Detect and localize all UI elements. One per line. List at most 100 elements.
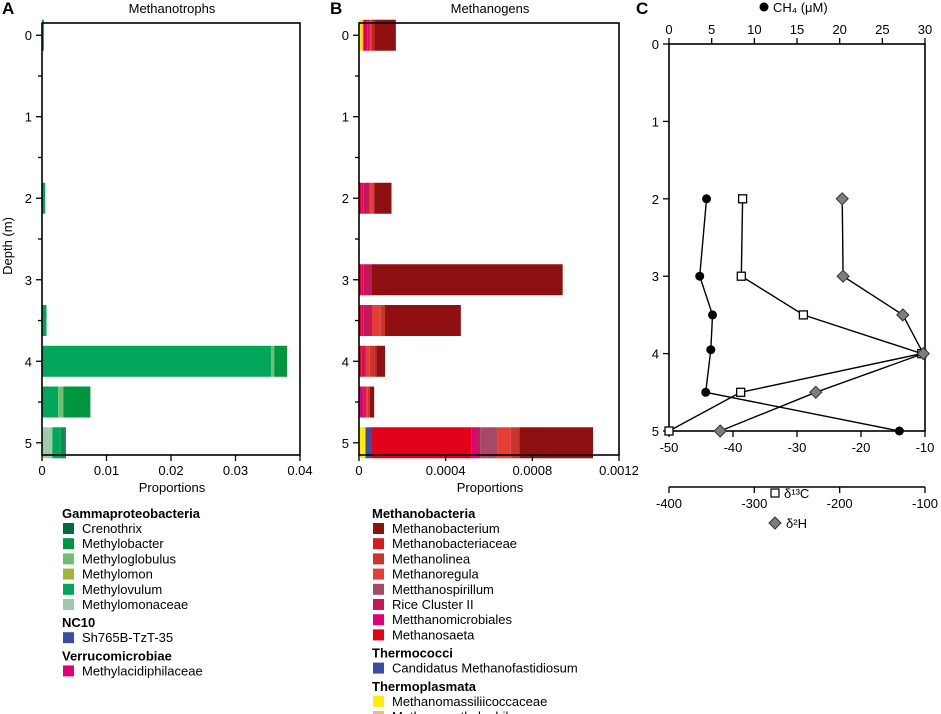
ch4-axis-tick-label: 10: [747, 22, 761, 37]
panel-a-bar-segment: [42, 386, 59, 418]
panel-c-y-tick-label: 0: [652, 37, 659, 52]
legend-b-label: Methanobacterium: [392, 521, 500, 536]
legend-a-swatch: [63, 632, 74, 644]
panel-b-bar-segment: [363, 305, 372, 337]
ch4-point: [708, 310, 718, 320]
legend-b-label: Methanoregula: [392, 567, 479, 582]
panel-a-x-tick-label: 0.01: [94, 463, 119, 478]
panel-a-y-tick-label: 2: [25, 191, 32, 206]
panel-a-bar-segment: [270, 345, 275, 377]
panel-b-bar-segment: [365, 386, 368, 418]
panel-b-bar-segment: [480, 427, 498, 459]
panel-c-y-tick-label: 2: [652, 192, 659, 207]
legend-a-heading: NC10: [62, 615, 95, 630]
panel-b-x-tick-label: 0.0004: [426, 463, 466, 478]
panel-a-bar-segment: [42, 427, 53, 459]
panel-b-bar-segment: [361, 264, 364, 296]
d13c-axis-tick-label: -50: [660, 440, 679, 455]
legend-a-label: Methylomon: [82, 567, 153, 582]
d2h-axis-tick-label: -300: [741, 496, 767, 511]
panel-a-y-tick-label: 5: [25, 436, 32, 451]
legend-b-heading: Methanobacteria: [372, 506, 476, 521]
legend-b-swatch: [373, 599, 384, 610]
panel-b-plot-frame: [358, 22, 620, 456]
panel-b-bar-segment: [361, 305, 364, 337]
panel-b-bar-segment: [359, 427, 366, 459]
panel-a-x-tick-label: 0.02: [158, 463, 183, 478]
panel-b-bar-segment: [369, 386, 375, 418]
panel-b-bar-segment: [359, 19, 362, 51]
panel-b-bar-segment: [363, 19, 366, 51]
panel-b-bar-segment: [476, 427, 481, 459]
legend-b-swatch: [373, 629, 384, 641]
panel-a-bar-segment: [60, 427, 65, 459]
ch4-axis-label: CH₄ (μM): [773, 0, 828, 15]
ch4-point: [701, 387, 711, 397]
panel-b-bar-segment: [361, 345, 366, 377]
legend-methanotrophs: GammaproteobacteriaCrenothrixMethylobact…: [62, 506, 203, 678]
legend-b-swatch: [373, 695, 384, 707]
panel-a-y-tick-label: 4: [25, 354, 32, 369]
legend-a-label: Methylomonaceae: [82, 597, 188, 612]
legend-a-label: Crenothrix: [82, 521, 142, 536]
panel-b-x-tick-label: 0.0012: [599, 463, 639, 478]
panel-b-bar-segment: [372, 264, 563, 296]
panel-c-series: [664, 192, 931, 438]
d2h-axis-tick-label: -200: [827, 496, 853, 511]
d13c-axis-tick-label: -30: [788, 440, 807, 455]
panel-a-x-tick-label: 0.03: [223, 463, 248, 478]
panel-b-bar-segment: [363, 386, 366, 418]
panel-b-bar-segment: [359, 345, 362, 377]
panel-c: C CH₄ (μM) δ¹³C δ²H 0 1 2 3 4 5 0 5 10 15 20 25 30 -5…: [636, 0, 938, 531]
legend-a-heading: Verrucomicrobiae: [62, 648, 172, 663]
panel-a-bar-segment: [274, 345, 288, 377]
panel-b-bar-segment: [372, 305, 381, 337]
panel-b-bar-segment: [365, 345, 370, 377]
panel-b-xlabel: Proportions: [457, 480, 524, 495]
d2h-axis-label: δ²H: [786, 516, 807, 531]
panel-c-letter: C: [636, 0, 648, 18]
panel-b-bar-segment: [359, 264, 362, 296]
d2h-axis-tick-label: -100: [912, 496, 938, 511]
legend-b-label: Methanobacteriaceae: [392, 536, 517, 551]
d2h-point: [896, 308, 910, 322]
panel-c-y-tick-label: 4: [652, 347, 659, 362]
panel-b-bar-segment: [367, 386, 370, 418]
legend-a-label: Methyloglobulus: [82, 551, 176, 566]
legend-b-heading: Thermoplasmata: [372, 679, 477, 694]
panel-a-bar-segment: [42, 19, 44, 51]
d2h-point: [835, 192, 849, 206]
panel-b-bar-segment: [471, 427, 476, 459]
legend-a-swatch: [63, 523, 74, 534]
d2h-line: [719, 198, 925, 432]
panel-b-bar-segment: [374, 19, 396, 51]
panel-b-bars: [359, 19, 593, 459]
panel-b-y-tick-label: 1: [342, 110, 349, 125]
panel-b-y-tick-label: 0: [342, 28, 349, 43]
panel-c-y-tick-label: 3: [652, 269, 659, 284]
legend-b-label: Candidatus Methanofastidiosum: [392, 661, 578, 676]
panel-a-x-tick-label: 0.04: [287, 463, 312, 478]
panel-a-letter: A: [2, 0, 14, 18]
panel-b-y-tick-label: 4: [342, 354, 349, 369]
panel-a-y-tick-label: 0: [25, 28, 32, 43]
ch4-point: [695, 271, 705, 281]
panel-b-title: Methanogens: [451, 1, 530, 16]
legend-b-label: Methanolinea: [392, 551, 471, 566]
ch4-line: [699, 198, 900, 432]
panel-b-bar-segment: [519, 427, 593, 459]
legend-b-swatch: [373, 614, 384, 626]
legend-a-swatch: [63, 553, 74, 565]
d2h-point: [916, 346, 931, 361]
panel-a-bar-segment: [63, 386, 91, 418]
panel-a-bar-segment: [58, 386, 64, 418]
legend-a-swatch: [63, 583, 74, 595]
panel-a-bar-segment: [42, 345, 271, 377]
legend-a-label: Sh765B-TzT-35: [82, 630, 173, 645]
ch4-axis-tick-label: 25: [875, 22, 889, 37]
panel-b-letter: B: [330, 0, 342, 18]
panel-a-ylabel: Depth (m): [0, 217, 15, 275]
